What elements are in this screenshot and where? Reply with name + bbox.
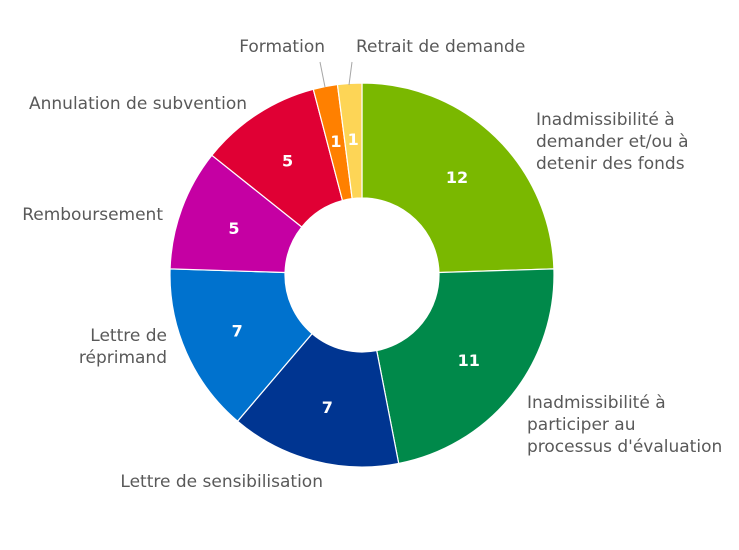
leader-lines-group	[319, 61, 353, 88]
category-label-6: Formation	[239, 37, 325, 57]
slices-group	[169, 82, 555, 468]
category-label-1-line-0: Inadmissibilité à	[527, 393, 666, 413]
value-label-6: 1	[330, 132, 341, 151]
leader-line-7	[348, 61, 353, 86]
category-label-7: Retrait de demande	[356, 37, 525, 57]
category-label-0-line-0: Inadmissibilité à	[536, 110, 675, 130]
category-label-3-line-1: réprimand	[79, 348, 167, 368]
category-label-2: Lettre de sensibilisation	[120, 472, 323, 492]
category-label-0: Inadmissibilité à demander et/ou à detenir…	[536, 110, 689, 174]
slice-1	[376, 268, 555, 465]
category-label-1-line-2: processus d'évaluation	[527, 437, 722, 457]
category-label-3-line-0: Lettre de	[90, 326, 167, 346]
slice-0	[361, 82, 555, 274]
category-label-6-line-0: Formation	[239, 37, 325, 57]
category-label-7-line-0: Retrait de demande	[356, 37, 525, 57]
value-label-2: 7	[322, 398, 333, 417]
slice-3	[169, 268, 313, 423]
category-label-5: Annulation de subvention	[29, 94, 247, 114]
value-label-1: 11	[458, 351, 480, 370]
value-label-3: 7	[232, 321, 243, 340]
category-labels-group: Inadmissibilité à demander et/ou à detenir…	[22, 37, 722, 492]
value-label-4: 5	[228, 219, 239, 238]
value-labels-group: 12 11 7 7 5 5 1 1	[228, 130, 480, 417]
category-label-0-line-1: demander et/ou à	[536, 132, 689, 152]
value-label-7: 1	[348, 130, 359, 149]
value-label-5: 5	[282, 152, 293, 171]
category-label-1: Inadmissibilité à participer au processus …	[527, 393, 722, 457]
value-label-0: 12	[446, 168, 468, 187]
category-label-1-line-1: participer au	[527, 415, 636, 435]
category-label-0-line-2: detenir des fonds	[536, 154, 685, 174]
category-label-2-line-0: Lettre de sensibilisation	[120, 472, 323, 492]
category-label-4: Remboursement	[22, 205, 163, 225]
category-label-4-line-0: Remboursement	[22, 205, 163, 225]
category-label-5-line-0: Annulation de subvention	[29, 94, 247, 114]
leader-line-6	[319, 61, 326, 88]
category-label-3: Lettre de réprimand	[79, 326, 167, 368]
slice-2	[236, 332, 400, 468]
slice-7	[336, 82, 363, 200]
